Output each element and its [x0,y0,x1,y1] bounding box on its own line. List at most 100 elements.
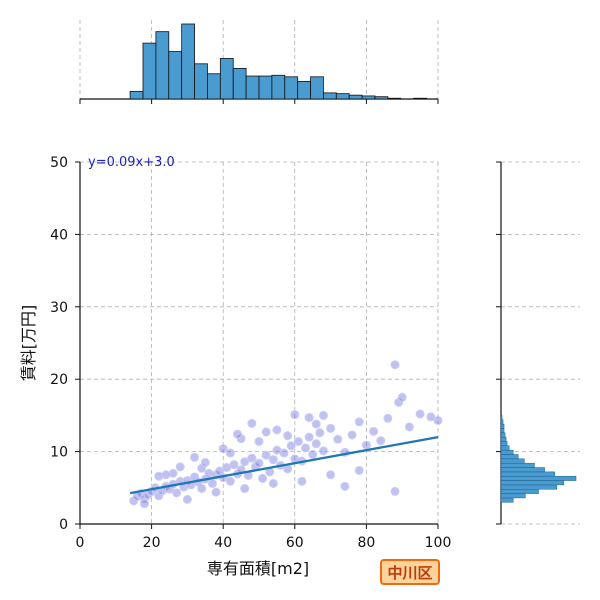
scatter-point [258,473,268,483]
y-tick-label: 30 [50,300,68,316]
top-histogram-bar [181,23,195,100]
scatter-point [397,392,407,402]
side-histogram-bar [500,432,506,438]
scatter-point [139,499,149,509]
scatter-point [225,476,235,486]
scatter-point [311,439,321,449]
scatter-point [390,360,400,370]
scatter-point [293,436,303,446]
scatter-point [290,410,300,420]
top-histogram-bar [245,75,260,100]
top-histogram-bar [129,90,144,100]
side-histogram-bar [500,497,514,503]
top-histogram-bar [155,31,170,100]
scatter-point [383,413,393,423]
side-histogram-bar [500,415,503,420]
scatter-point [404,422,414,432]
scatter-point [272,425,282,435]
scatter-point [240,484,250,494]
side-histogram-bar [500,480,565,486]
scatter-point [172,488,182,498]
side-histogram-bar [500,454,519,460]
side-histogram-bar [500,445,510,451]
top-histogram-bar [348,94,363,100]
scatter-point [326,423,336,433]
top-histogram-bar [219,58,234,100]
top-histogram-bar [297,80,311,100]
scatter-point [283,464,293,474]
top-histogram-bar [310,76,324,100]
y-axis-label: 賃料[万円] [19,305,38,382]
side-histogram-bar [500,488,539,494]
scatter-point [376,436,386,446]
scatter-point [318,410,328,420]
scatter-point [318,446,328,456]
scatter-point [182,494,192,504]
scatter-point [340,481,350,491]
scatter-point [261,450,271,460]
x-tick-label: 0 [76,535,85,551]
top-histogram-bar [387,97,402,100]
scatter-point [200,457,210,467]
scatter-point [218,444,228,454]
scatter-point [433,415,443,425]
scatter-point [233,429,243,439]
side-histogram-bar [500,449,514,455]
scatter-point [390,486,400,496]
side-histogram-bar [500,493,526,499]
scatter-point [415,409,425,419]
scatter-point [354,465,364,475]
top-histogram-bar [142,42,157,100]
side-histogram-bar [500,436,507,442]
scatter-point [426,412,436,422]
scatter-point [197,484,207,494]
regression-line [129,435,439,495]
scatter-point [154,471,164,481]
side-histogram-bar [500,441,508,447]
side-histogram-bar [500,467,545,473]
scatter-point [326,470,336,480]
side-histogram-bar [500,484,557,490]
scatter-point [211,487,221,497]
top-histogram [129,23,427,100]
x-tick-label: 40 [214,535,232,551]
scatter-point [168,468,178,478]
side-histogram-bar [500,458,525,464]
side-histogram [500,415,577,503]
scatter-point [279,448,289,458]
regression-line-path [129,435,439,495]
scatter-point [361,440,371,450]
scatter-point [354,417,364,427]
side-histogram-bar [500,471,555,477]
top-histogram-bar [284,76,299,100]
y-tick-label: 0 [59,517,68,533]
scatter-point [261,427,271,437]
scatter-point [268,478,278,488]
x-tick-label: 60 [286,535,304,551]
y-tick-label: 10 [50,445,68,461]
scatter-point [347,430,357,440]
scatter-point [286,441,296,451]
main-axes [79,162,438,525]
scatter-point [207,478,217,488]
scatter-point [225,448,235,458]
scatter-point [369,426,379,436]
scatter-point [204,468,214,478]
scatter-point [304,432,314,442]
top-histogram-bar [271,74,286,100]
scatter-point [268,455,278,465]
scatter-point [333,434,343,444]
top-histogram-bar [335,93,350,100]
side-histogram-bar [500,462,535,468]
side-histogram-bar [500,423,505,429]
top-histogram-bar [232,67,247,100]
side-histogram-bar [500,475,577,481]
regression-equation: y=0.09x+3.0 [88,155,175,170]
y-tick-label: 20 [50,372,68,388]
x-tick-label: 80 [357,535,375,551]
scatter-point [297,476,307,486]
scatter-point [229,460,239,470]
scatter-point [308,449,318,459]
top-histogram-bar [194,63,208,100]
